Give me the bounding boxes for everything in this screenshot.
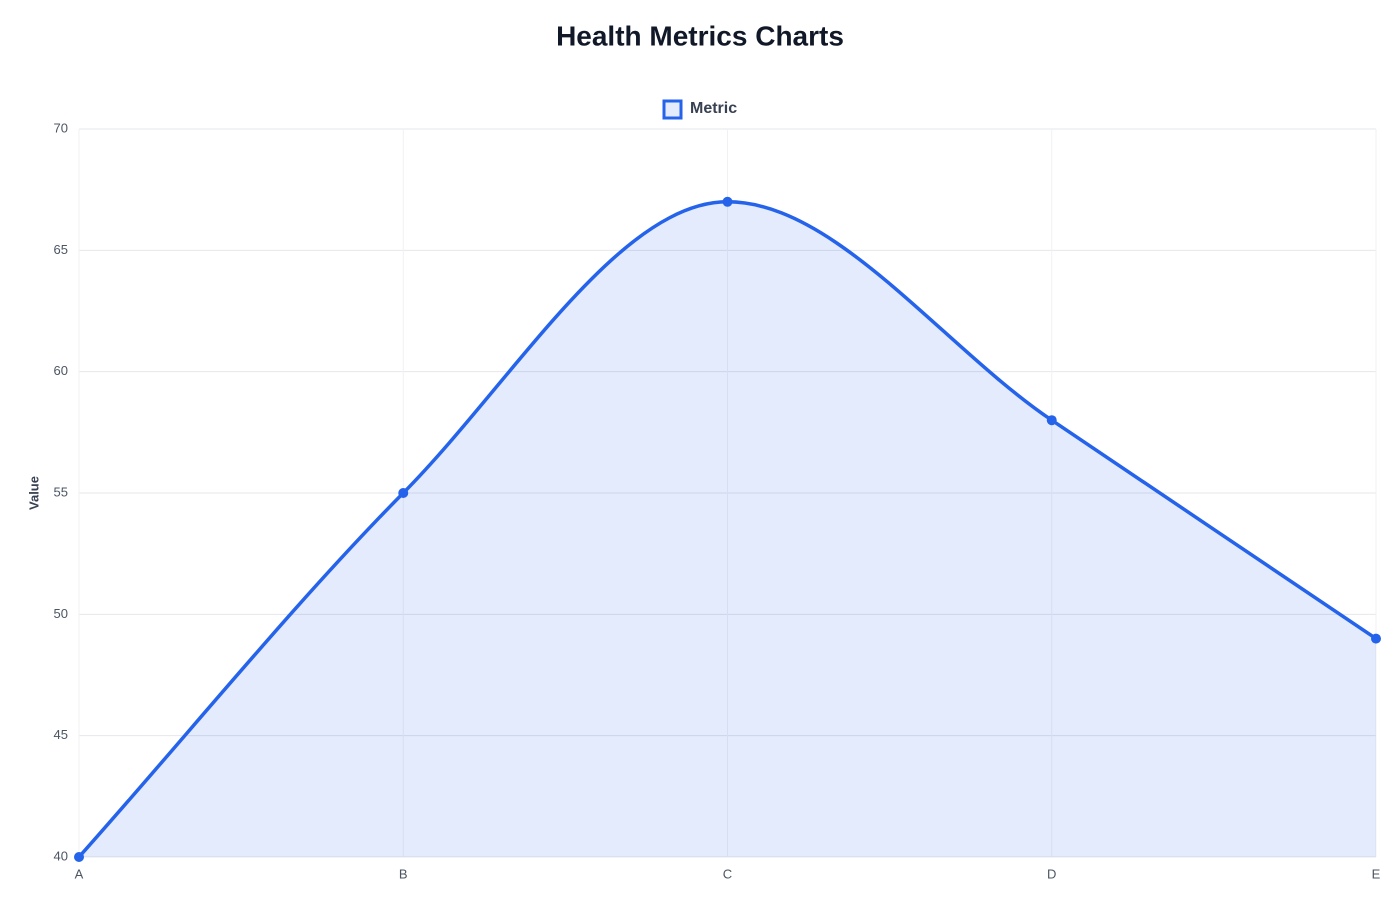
x-tick-label: A bbox=[75, 866, 84, 881]
x-tick-label: B bbox=[399, 866, 408, 881]
y-tick-label: 45 bbox=[54, 727, 68, 742]
line bbox=[77, 200, 1377, 859]
y-tick-label: 65 bbox=[54, 242, 68, 257]
y-tick-label: 60 bbox=[54, 363, 68, 378]
point bbox=[1046, 415, 1057, 426]
x-tick-label: C bbox=[723, 866, 732, 881]
point bbox=[74, 852, 84, 862]
point bbox=[398, 488, 409, 498]
point bbox=[722, 196, 733, 207]
x-tick-label: E bbox=[1372, 866, 1381, 881]
legend-label: Metric bbox=[690, 100, 737, 117]
y-tick-label: 55 bbox=[54, 484, 68, 499]
area-fill bbox=[79, 201, 1376, 858]
chart-title: Health Metrics Charts bbox=[556, 20, 844, 51]
legend-swatch bbox=[662, 99, 683, 120]
y-axis-label: Value bbox=[26, 476, 41, 510]
y-tick-label: 40 bbox=[54, 848, 68, 863]
y-tick-label: 70 bbox=[54, 120, 68, 135]
y-tick-label: 50 bbox=[54, 606, 68, 621]
x-tick-label: D bbox=[1047, 866, 1056, 881]
point bbox=[1371, 633, 1381, 644]
